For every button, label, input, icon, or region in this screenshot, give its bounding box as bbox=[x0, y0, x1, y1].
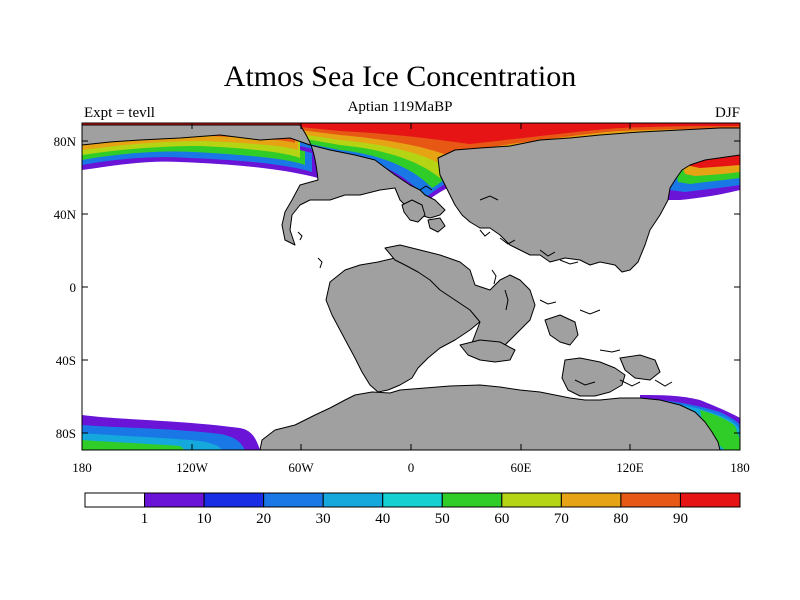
colorbar-label: 50 bbox=[434, 511, 450, 527]
colorbar-box bbox=[560, 492, 622, 508]
y-tick-label: 40S bbox=[55, 353, 76, 368]
season-label: DJF bbox=[714, 105, 740, 121]
y-tick-label: 40N bbox=[53, 207, 76, 222]
colorbar-box bbox=[144, 492, 205, 508]
x-tick-label: 180 bbox=[72, 460, 92, 475]
colorbar bbox=[84, 492, 741, 508]
map-subtitle: Aptian 119MaBP bbox=[347, 99, 453, 115]
colorbar-label: 40 bbox=[375, 511, 391, 527]
colorbar-box bbox=[382, 492, 443, 508]
colorbar-label: 70 bbox=[553, 511, 569, 527]
coastline-fragments bbox=[297, 185, 673, 387]
colorbar-box bbox=[84, 492, 146, 508]
colorbar-label: 80 bbox=[613, 511, 629, 527]
colorbar-label: 20 bbox=[256, 511, 272, 527]
experiment-label: Expt = tevll bbox=[84, 105, 155, 121]
x-tick-label: 60E bbox=[510, 460, 532, 475]
land-masses bbox=[82, 124, 740, 450]
colorbar-box bbox=[679, 492, 741, 508]
x-tick-label: 60W bbox=[288, 460, 314, 475]
colorbar-label: 10 bbox=[196, 511, 212, 527]
colorbar-box bbox=[322, 492, 384, 508]
y-tick-label: 0 bbox=[69, 280, 77, 295]
colorbar-label: 30 bbox=[315, 511, 331, 527]
x-tick-label: 180 bbox=[730, 460, 750, 475]
x-tick-label: 120W bbox=[176, 460, 208, 475]
x-tick-label: 120E bbox=[616, 460, 644, 475]
colorbar-label: 90 bbox=[672, 511, 688, 527]
axis-ticks bbox=[81, 123, 741, 450]
colorbar-box bbox=[441, 492, 503, 508]
x-tick-label: 0 bbox=[407, 460, 415, 475]
colorbar-box bbox=[263, 492, 324, 508]
colorbar-label: 1 bbox=[140, 511, 149, 527]
map-title: Atmos Sea Ice Concentration bbox=[223, 60, 577, 93]
colorbar-box bbox=[620, 492, 681, 508]
colorbar-label: 60 bbox=[494, 511, 510, 527]
y-tick-label: 80S bbox=[55, 426, 76, 441]
colorbar-box bbox=[501, 492, 562, 508]
y-tick-label: 80N bbox=[53, 134, 76, 149]
colorbar-box bbox=[203, 492, 265, 508]
